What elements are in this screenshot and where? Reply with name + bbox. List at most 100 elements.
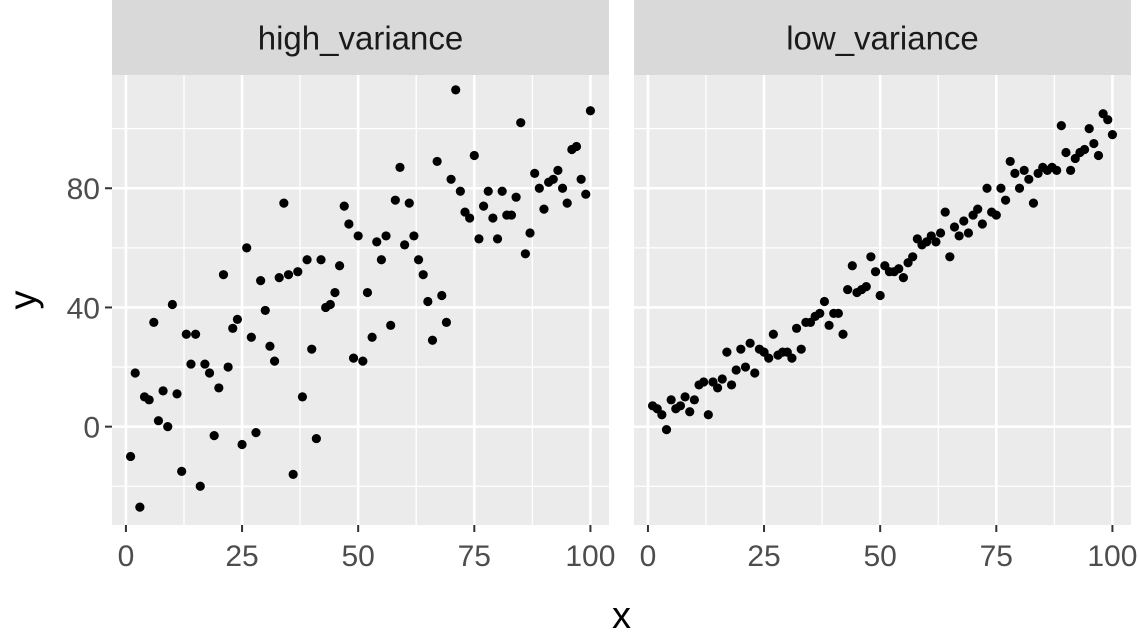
data-point xyxy=(736,344,746,354)
data-point xyxy=(265,341,275,351)
data-point xyxy=(381,231,391,241)
data-point xyxy=(1014,183,1025,193)
data-point xyxy=(478,201,489,211)
data-point xyxy=(135,502,145,512)
data-point xyxy=(1052,165,1062,175)
data-point xyxy=(506,210,517,220)
facet-panels: high_variance 0 25 50 75 100 low_variance 0 25 50… xyxy=(112,0,1137,573)
data-point xyxy=(483,186,493,196)
data-point xyxy=(348,353,359,363)
data-point xyxy=(982,183,992,193)
data-point xyxy=(441,317,452,327)
data-point xyxy=(731,365,741,375)
y-axis: 0 40 80 xyxy=(67,173,112,445)
data-point xyxy=(125,451,136,462)
data-point xyxy=(362,287,373,298)
data-point xyxy=(437,290,447,301)
data-point xyxy=(824,320,834,330)
data-point xyxy=(894,264,904,274)
data-point xyxy=(200,359,210,369)
data-point xyxy=(204,368,215,378)
data-point xyxy=(427,335,438,345)
data-point xyxy=(796,344,806,354)
data-point xyxy=(316,255,326,265)
data-point xyxy=(376,255,387,265)
data-point xyxy=(838,329,848,339)
x-tick-label: 75 xyxy=(458,540,491,573)
data-point xyxy=(764,353,774,363)
data-point xyxy=(571,141,582,152)
data-point xyxy=(685,407,695,417)
data-point xyxy=(908,252,918,262)
data-point xyxy=(334,261,345,271)
data-point xyxy=(959,216,969,226)
data-point xyxy=(451,85,461,95)
y-tick-label: 0 xyxy=(83,412,100,445)
data-point xyxy=(847,261,857,271)
data-point xyxy=(898,273,909,283)
data-point xyxy=(409,231,419,241)
data-point xyxy=(661,425,672,435)
data-point xyxy=(791,323,802,333)
data-point xyxy=(344,219,354,229)
data-point xyxy=(209,430,219,441)
data-point xyxy=(242,243,252,253)
x-tick-label: 25 xyxy=(747,540,780,573)
data-point xyxy=(525,228,535,238)
data-point xyxy=(158,386,168,396)
data-point xyxy=(492,234,503,244)
facet-strip xyxy=(112,0,609,75)
data-point xyxy=(432,156,442,167)
data-point xyxy=(446,174,456,184)
data-point xyxy=(353,231,363,241)
data-point xyxy=(1024,174,1034,184)
data-point xyxy=(413,255,424,265)
data-point xyxy=(395,162,405,172)
data-point xyxy=(657,410,667,420)
x-tick-label: 75 xyxy=(980,540,1013,573)
y-tick-label: 80 xyxy=(67,173,100,206)
data-point xyxy=(520,249,530,259)
facet-strip-label: high_variance xyxy=(258,20,463,57)
y-axis-title: y xyxy=(2,291,44,310)
x-axis-title: x xyxy=(612,595,631,635)
data-point xyxy=(722,347,732,357)
data-point xyxy=(400,240,410,250)
x-tick-label: 25 xyxy=(225,540,258,573)
data-point xyxy=(675,401,686,411)
data-point xyxy=(991,210,1001,220)
data-point xyxy=(750,368,760,378)
data-point xyxy=(1056,121,1066,131)
data-point xyxy=(1019,165,1029,175)
data-point xyxy=(404,198,414,208)
x-tick-label: 0 xyxy=(640,540,657,573)
data-point xyxy=(274,273,284,283)
data-point xyxy=(973,204,983,214)
x-tick-label: 100 xyxy=(565,540,615,573)
data-point xyxy=(144,395,154,405)
data-point xyxy=(191,329,201,339)
data-point xyxy=(680,392,690,402)
data-point xyxy=(339,201,349,211)
x-tick-label: 50 xyxy=(863,540,896,573)
data-point xyxy=(455,186,465,196)
data-point xyxy=(996,183,1006,193)
data-point xyxy=(1089,138,1099,149)
data-point xyxy=(977,219,987,229)
data-point xyxy=(469,150,479,161)
facet-strip-label: low_variance xyxy=(786,20,979,57)
data-point xyxy=(703,410,713,420)
data-point xyxy=(666,395,676,405)
data-point xyxy=(251,428,261,438)
data-point xyxy=(1103,115,1113,125)
data-point xyxy=(699,377,709,387)
data-point xyxy=(585,106,596,116)
data-point xyxy=(488,213,498,223)
data-point xyxy=(861,281,871,292)
data-point xyxy=(256,276,266,286)
data-point xyxy=(177,466,187,476)
data-point xyxy=(367,332,377,342)
facet-strip xyxy=(634,0,1131,75)
data-point xyxy=(325,299,335,310)
